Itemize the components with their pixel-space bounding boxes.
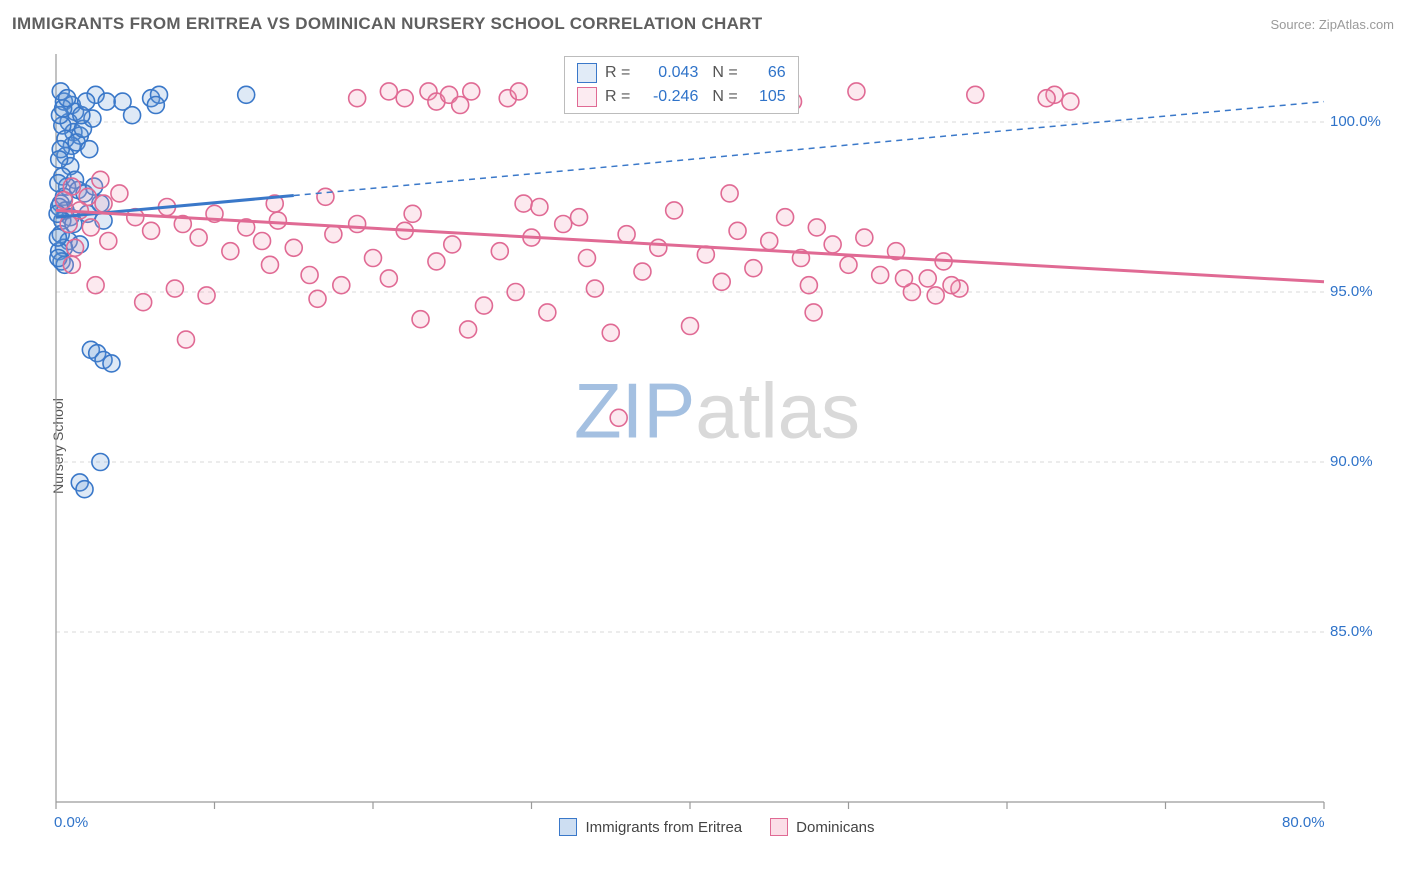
legend-n-label: N = xyxy=(712,64,737,82)
legend-swatch xyxy=(577,63,597,83)
series-legend: Immigrants from Eritrea Dominicans xyxy=(44,818,1390,836)
legend-n-label: N = xyxy=(712,88,737,106)
legend-r-label: R = xyxy=(605,64,630,82)
legend-n-value: 105 xyxy=(746,88,786,106)
scatter-chart xyxy=(44,46,1390,840)
legend-swatch xyxy=(559,818,577,836)
chart-title: IMMIGRANTS FROM ERITREA VS DOMINICAN NUR… xyxy=(12,14,762,34)
source-label: Source: ZipAtlas.com xyxy=(1270,17,1394,32)
legend-r-value: 0.043 xyxy=(638,64,698,82)
y-tick-label: 90.0% xyxy=(1330,453,1382,470)
legend-swatch xyxy=(770,818,788,836)
y-tick-label: 95.0% xyxy=(1330,283,1382,300)
legend-r-label: R = xyxy=(605,88,630,106)
legend-item: Dominicans xyxy=(770,818,874,836)
y-tick-label: 85.0% xyxy=(1330,623,1382,640)
legend-label: Immigrants from Eritrea xyxy=(585,819,742,836)
x-tick-label: 0.0% xyxy=(54,814,88,831)
legend-r-value: -0.246 xyxy=(638,88,698,106)
y-tick-label: 100.0% xyxy=(1330,113,1382,130)
legend-item: Immigrants from Eritrea xyxy=(559,818,742,836)
legend-swatch xyxy=(577,87,597,107)
legend-n-value: 66 xyxy=(746,64,786,82)
legend-label: Dominicans xyxy=(796,819,874,836)
legend-row: R = -0.246 N = 105 xyxy=(565,85,798,109)
plot-area: ZIPatlas R =0.043N =66R =-0.246N =105 Im… xyxy=(44,46,1390,840)
x-tick-label: 80.0% xyxy=(1282,814,1325,831)
correlation-legend: R = 0.043 N = 66 R = -0.246 N = 105 xyxy=(564,56,799,114)
legend-row: R = 0.043 N = 66 xyxy=(565,61,798,85)
